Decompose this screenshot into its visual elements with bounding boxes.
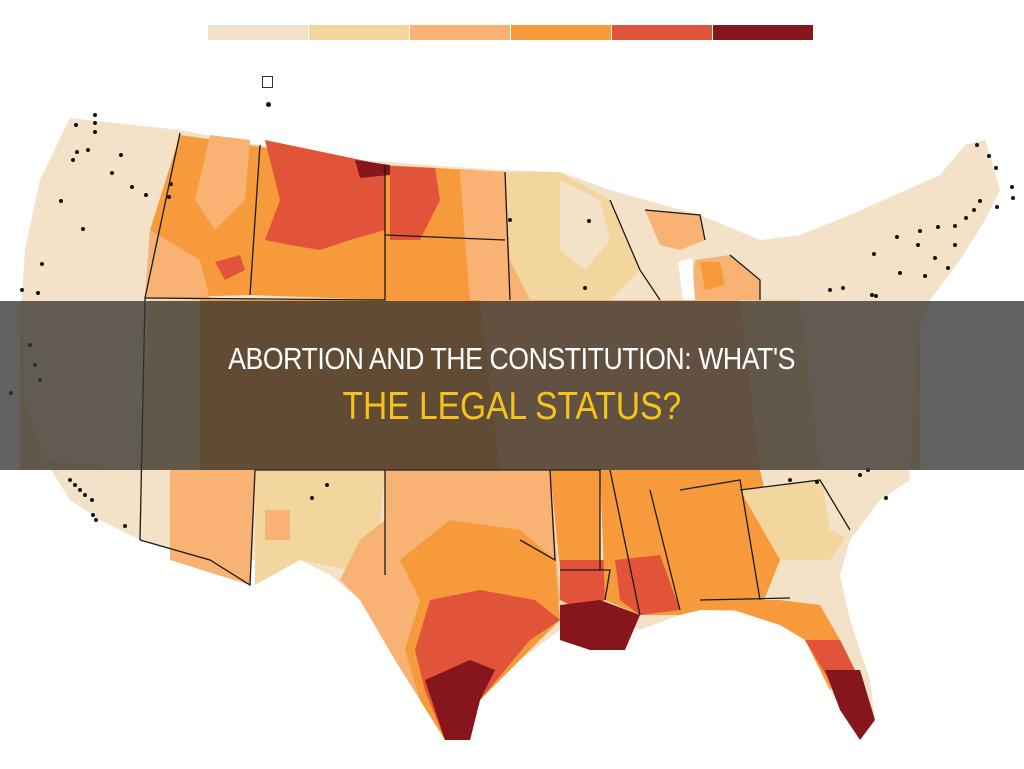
legend-swatch-1	[208, 25, 308, 40]
legend-swatch-6	[713, 25, 813, 40]
square-outline-icon	[262, 76, 273, 88]
headline-line-1: ABORTION AND THE CONSTITUTION: WHAT'S	[228, 340, 796, 376]
legend-swatch-4	[511, 25, 611, 40]
color-scale-legend	[208, 25, 813, 41]
legend-swatch-3	[410, 25, 510, 40]
state-borders	[139, 132, 851, 616]
legend-swatch-5	[612, 25, 712, 40]
dot-icon	[266, 102, 271, 107]
headline-line-2: THE LEGAL STATUS?	[342, 384, 682, 428]
legend-swatch-2	[309, 25, 409, 40]
title-banner: ABORTION AND THE CONSTITUTION: WHAT'S TH…	[0, 301, 1024, 470]
